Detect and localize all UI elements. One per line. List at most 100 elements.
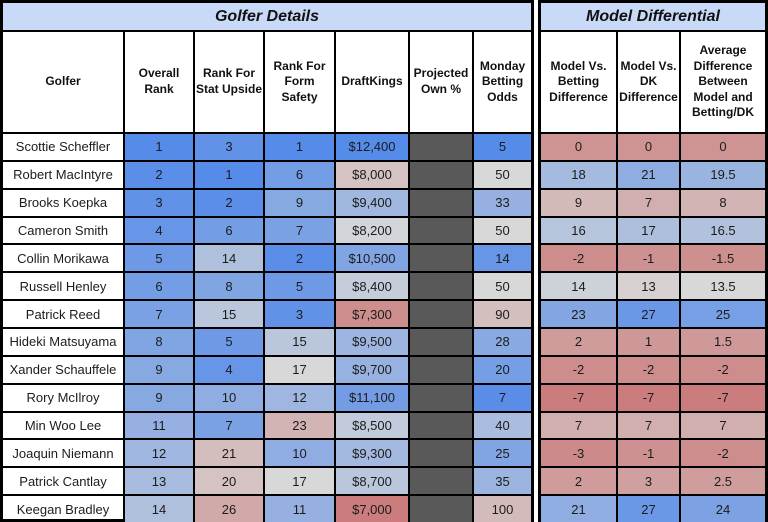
cell-stat-upside-rank[interactable]: 21	[195, 440, 263, 467]
cell-projected-own[interactable]	[410, 245, 472, 272]
cell-monday-odds[interactable]: 35	[474, 468, 531, 495]
cell-projected-own[interactable]	[410, 412, 472, 439]
cell-draftkings[interactable]: $11,100	[336, 384, 408, 411]
cell-projected-own[interactable]	[410, 134, 472, 160]
cell-projected-own[interactable]	[410, 384, 472, 411]
cell-overall-rank[interactable]: 4	[125, 217, 193, 244]
cell-model-vs-dk[interactable]: 7	[618, 412, 679, 439]
cell-form-safety-rank[interactable]: 3	[265, 301, 334, 327]
cell-stat-upside-rank[interactable]: 14	[195, 245, 263, 272]
cell-model-vs-betting[interactable]: 16	[541, 217, 616, 244]
cell-monday-odds[interactable]: 14	[474, 245, 531, 272]
cell-draftkings[interactable]: $7,300	[336, 301, 408, 327]
cell-projected-own[interactable]	[410, 329, 472, 355]
cell-overall-rank[interactable]: 14	[125, 496, 193, 522]
cell-monday-odds[interactable]: 28	[474, 329, 531, 355]
cell-stat-upside-rank[interactable]: 15	[195, 301, 263, 327]
cell-golfer[interactable]: Cameron Smith	[3, 217, 123, 244]
cell-model-vs-betting[interactable]: 2	[541, 329, 616, 355]
cell-monday-odds[interactable]: 90	[474, 301, 531, 327]
cell-model-vs-dk[interactable]: 27	[618, 496, 679, 522]
cell-model-vs-betting[interactable]: 9	[541, 189, 616, 216]
cell-stat-upside-rank[interactable]: 7	[195, 412, 263, 439]
cell-golfer[interactable]: Brooks Koepka	[3, 189, 123, 216]
cell-projected-own[interactable]	[410, 189, 472, 216]
cell-form-safety-rank[interactable]: 6	[265, 161, 334, 188]
cell-overall-rank[interactable]: 3	[125, 189, 193, 216]
cell-model-vs-dk[interactable]: 7	[618, 189, 679, 216]
cell-stat-upside-rank[interactable]: 26	[195, 496, 263, 522]
cell-model-vs-dk[interactable]: 0	[618, 134, 679, 160]
cell-overall-rank[interactable]: 12	[125, 440, 193, 467]
cell-model-vs-betting[interactable]: 2	[541, 468, 616, 495]
cell-avg-difference[interactable]: 1.5	[681, 329, 765, 355]
cell-overall-rank[interactable]: 9	[125, 384, 193, 411]
cell-golfer[interactable]: Rory McIlroy	[3, 384, 123, 411]
cell-model-vs-betting[interactable]: 23	[541, 301, 616, 327]
cell-overall-rank[interactable]: 11	[125, 412, 193, 439]
cell-draftkings[interactable]: $9,300	[336, 440, 408, 467]
cell-monday-odds[interactable]: 50	[474, 273, 531, 300]
cell-form-safety-rank[interactable]: 7	[265, 217, 334, 244]
cell-golfer[interactable]: Keegan Bradley	[3, 496, 123, 522]
cell-draftkings[interactable]: $9,500	[336, 329, 408, 355]
cell-monday-odds[interactable]: 100	[474, 496, 531, 522]
cell-avg-difference[interactable]: 2.5	[681, 468, 765, 495]
cell-avg-difference[interactable]: 0	[681, 134, 765, 160]
cell-projected-own[interactable]	[410, 356, 472, 383]
cell-avg-difference[interactable]: -2	[681, 440, 765, 467]
cell-golfer[interactable]: Joaquin Niemann	[3, 440, 123, 467]
cell-model-vs-dk[interactable]: 17	[618, 217, 679, 244]
cell-form-safety-rank[interactable]: 10	[265, 440, 334, 467]
cell-stat-upside-rank[interactable]: 10	[195, 384, 263, 411]
cell-monday-odds[interactable]: 33	[474, 189, 531, 216]
cell-golfer[interactable]: Hideki Matsuyama	[3, 329, 123, 355]
cell-model-vs-dk[interactable]: 21	[618, 161, 679, 188]
cell-avg-difference[interactable]: 7	[681, 412, 765, 439]
cell-stat-upside-rank[interactable]: 5	[195, 329, 263, 355]
cell-stat-upside-rank[interactable]: 1	[195, 161, 263, 188]
cell-model-vs-dk[interactable]: -1	[618, 440, 679, 467]
cell-golfer[interactable]: Xander Schauffele	[3, 356, 123, 383]
cell-projected-own[interactable]	[410, 217, 472, 244]
cell-projected-own[interactable]	[410, 161, 472, 188]
cell-overall-rank[interactable]: 1	[125, 134, 193, 160]
cell-overall-rank[interactable]: 8	[125, 329, 193, 355]
cell-draftkings[interactable]: $10,500	[336, 245, 408, 272]
cell-golfer[interactable]: Patrick Reed	[3, 301, 123, 327]
cell-draftkings[interactable]: $12,400	[336, 134, 408, 160]
cell-draftkings[interactable]: $9,700	[336, 356, 408, 383]
cell-stat-upside-rank[interactable]: 2	[195, 189, 263, 216]
cell-projected-own[interactable]	[410, 468, 472, 495]
cell-draftkings[interactable]: $7,000	[336, 496, 408, 522]
cell-form-safety-rank[interactable]: 2	[265, 245, 334, 272]
cell-overall-rank[interactable]: 6	[125, 273, 193, 300]
cell-model-vs-betting[interactable]: -2	[541, 245, 616, 272]
cell-draftkings[interactable]: $8,000	[336, 161, 408, 188]
cell-avg-difference[interactable]: -1.5	[681, 245, 765, 272]
cell-golfer[interactable]: Scottie Scheffler	[3, 134, 123, 160]
cell-form-safety-rank[interactable]: 15	[265, 329, 334, 355]
cell-golfer[interactable]: Min Woo Lee	[3, 412, 123, 439]
cell-form-safety-rank[interactable]: 1	[265, 134, 334, 160]
cell-form-safety-rank[interactable]: 17	[265, 356, 334, 383]
cell-projected-own[interactable]	[410, 301, 472, 327]
cell-model-vs-dk[interactable]: 1	[618, 329, 679, 355]
cell-model-vs-dk[interactable]: -2	[618, 356, 679, 383]
cell-projected-own[interactable]	[410, 440, 472, 467]
cell-monday-odds[interactable]: 20	[474, 356, 531, 383]
cell-monday-odds[interactable]: 5	[474, 134, 531, 160]
cell-avg-difference[interactable]: 16.5	[681, 217, 765, 244]
cell-model-vs-betting[interactable]: 7	[541, 412, 616, 439]
cell-monday-odds[interactable]: 7	[474, 384, 531, 411]
cell-form-safety-rank[interactable]: 9	[265, 189, 334, 216]
cell-stat-upside-rank[interactable]: 8	[195, 273, 263, 300]
cell-overall-rank[interactable]: 9	[125, 356, 193, 383]
cell-avg-difference[interactable]: 19.5	[681, 161, 765, 188]
cell-draftkings[interactable]: $8,400	[336, 273, 408, 300]
cell-monday-odds[interactable]: 50	[474, 217, 531, 244]
cell-model-vs-dk[interactable]: -1	[618, 245, 679, 272]
cell-stat-upside-rank[interactable]: 6	[195, 217, 263, 244]
cell-draftkings[interactable]: $8,500	[336, 412, 408, 439]
cell-model-vs-dk[interactable]: 3	[618, 468, 679, 495]
